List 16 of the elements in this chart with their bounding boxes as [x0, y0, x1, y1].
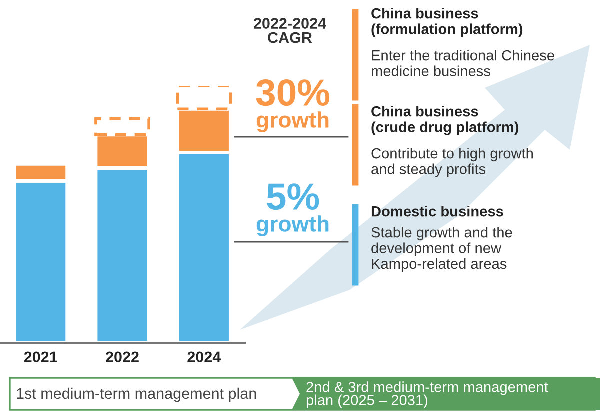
text: Contribute to high growth and steady profits [372, 148, 533, 178]
text: China business (formulation platform) [372, 8, 523, 38]
text: Stable growth and the development of new Kampo-related areas [372, 227, 512, 272]
x-tick-label: 2024 [188, 352, 222, 363]
text: 1st medium-term management plan [17, 388, 256, 402]
x-tick-label: 2022 [106, 352, 139, 363]
text: 5% [267, 184, 320, 210]
text: growth [256, 112, 329, 132]
text: growth [256, 216, 329, 236]
text: China business (crude drug platform) [372, 106, 519, 136]
text: 2022-2024 CAGR [254, 18, 326, 44]
x-tick-label: 2021 [24, 352, 58, 363]
text: 2nd & 3rd medium-term management plan (2025 – 2031) [306, 382, 548, 408]
text: Domestic business [372, 206, 504, 217]
text: 30% [256, 80, 330, 106]
text: Enter the traditional Chinese medicine business [372, 50, 554, 76]
